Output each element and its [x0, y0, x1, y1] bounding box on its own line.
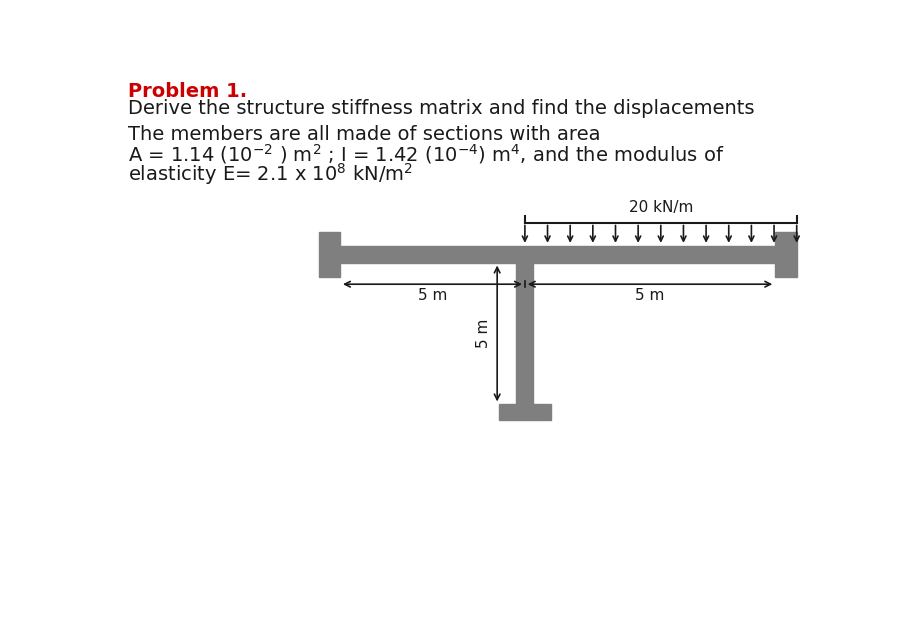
Text: 5 m: 5 m: [636, 288, 665, 303]
Bar: [498, 404, 551, 420]
Text: The members are all made of sections with area: The members are all made of sections wit…: [128, 125, 601, 144]
Text: Problem 1.: Problem 1.: [128, 82, 247, 102]
Text: A = 1.14 (10$^{-2}$ ) m$^2$ ; I = 1.42 (10$^{-4}$) m$^4$, and the modulus of: A = 1.14 (10$^{-2}$ ) m$^2$ ; I = 1.42 (…: [128, 143, 725, 166]
Text: 20 kN/m: 20 kN/m: [628, 200, 693, 215]
Text: 5 m: 5 m: [418, 288, 447, 303]
Text: Derive the structure stiffness matrix and find the displacements: Derive the structure stiffness matrix an…: [128, 100, 755, 118]
Bar: [340, 245, 775, 263]
Bar: [517, 263, 533, 404]
Text: elasticity E= 2.1 x 10$^8$ kN/m$^2$: elasticity E= 2.1 x 10$^8$ kN/m$^2$: [128, 161, 414, 187]
Bar: [775, 232, 797, 277]
Bar: [319, 232, 340, 277]
Text: 5 m: 5 m: [476, 319, 491, 348]
